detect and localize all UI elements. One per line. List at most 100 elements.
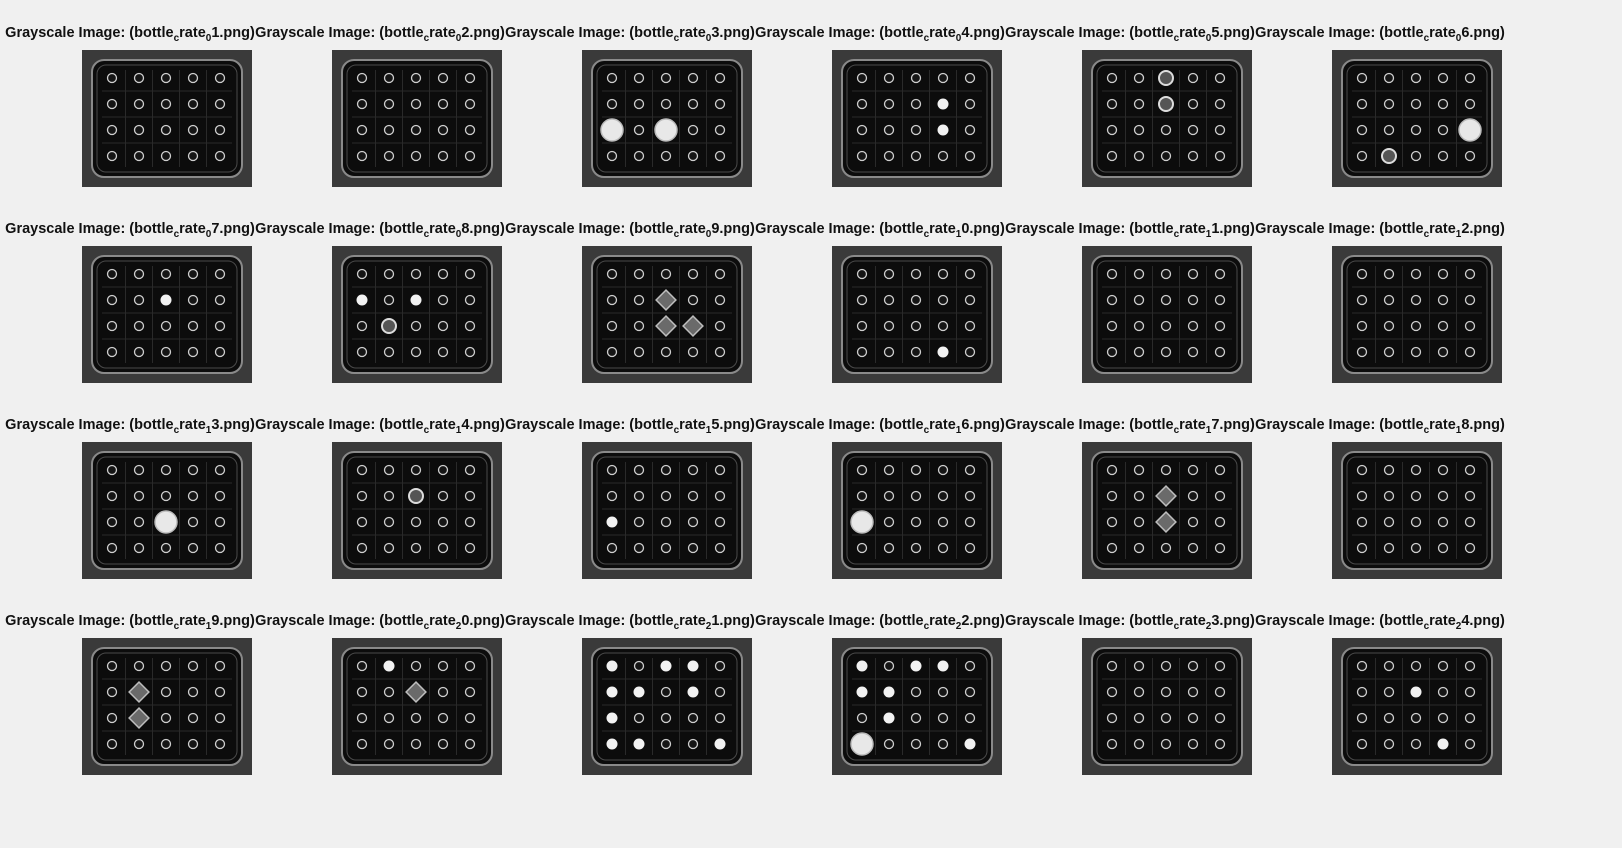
bottle-opening [660, 686, 672, 698]
bottle-cap [687, 660, 699, 672]
bottle-opening [1464, 346, 1476, 358]
bottle-opening [1106, 542, 1118, 554]
title-suffix: 0.png) [961, 221, 1005, 237]
bottle-opening [1410, 346, 1422, 358]
bottle-opening [1160, 738, 1172, 750]
bottle-opening [214, 320, 226, 332]
bottle-opening [464, 686, 476, 698]
grayscale-image [582, 50, 752, 187]
bottle-opening [964, 542, 976, 554]
crate-body [841, 255, 993, 374]
bottle-opening [937, 72, 949, 84]
bottle-opening [187, 124, 199, 136]
bottle-cap [937, 124, 949, 136]
title-subscript: c [173, 229, 180, 240]
title-subscript: c [423, 33, 430, 44]
title-prefix: Grayscale Image: (bottle [255, 613, 424, 629]
bottle-opening [187, 712, 199, 724]
title-middle: rate [679, 613, 706, 629]
bottle-opening [410, 124, 422, 136]
grayscale-image [82, 442, 252, 579]
crate-body [841, 59, 993, 178]
bottle-opening [383, 712, 395, 724]
title-suffix: 8.png) [1461, 417, 1505, 433]
bottle-opening [437, 98, 449, 110]
subplot: Grayscale Image: (bottlecrate04.png) [750, 24, 1010, 224]
grayscale-image [332, 246, 502, 383]
bottle-opening [1410, 490, 1422, 502]
bottle-opening [1383, 346, 1395, 358]
bottle-opening [1383, 660, 1395, 672]
bottle-opening [606, 464, 618, 476]
subplot: Grayscale Image: (bottlecrate09.png) [500, 220, 760, 420]
bottle-opening [106, 712, 118, 724]
grayscale-image [332, 50, 502, 187]
bottle-cap [410, 294, 422, 306]
bottle-opening [1464, 320, 1476, 332]
crate-image [841, 59, 993, 178]
title-subscript: c [923, 621, 930, 632]
title-suffix: 9.png) [211, 613, 255, 629]
subplot-title: Grayscale Image: (bottlecrate20.png) [250, 612, 510, 632]
bottle-opening [410, 150, 422, 162]
bottle-opening [1187, 686, 1199, 698]
bottle-opening [464, 542, 476, 554]
bottle-opening [910, 150, 922, 162]
crate-inner-rim [346, 652, 488, 761]
title-subscript: c [673, 425, 680, 436]
bottle-opening [1160, 686, 1172, 698]
subplot: Grayscale Image: (bottlecrate14.png) [250, 416, 510, 616]
bottle-opening [1356, 712, 1368, 724]
crate-body [1341, 647, 1493, 766]
title-prefix: Grayscale Image: (bottle [1255, 613, 1424, 629]
bottle-opening [633, 516, 645, 528]
grayscale-image [332, 638, 502, 775]
bottle-opening [1410, 124, 1422, 136]
bottle-cap [910, 660, 922, 672]
bottle-opening [410, 268, 422, 280]
bottle-opening [1356, 516, 1368, 528]
bottle-opening [106, 738, 118, 750]
crate-body [1341, 59, 1493, 178]
crate-image [1341, 59, 1493, 178]
bottle-opening [964, 464, 976, 476]
bottle-opening [133, 346, 145, 358]
bottle-opening [964, 516, 976, 528]
title-prefix: Grayscale Image: (bottle [1005, 221, 1174, 237]
grayscale-image [1332, 638, 1502, 775]
bottle-opening [856, 542, 868, 554]
title-subscript: c [923, 425, 930, 436]
bottle-opening [1356, 124, 1368, 136]
crate-body [341, 647, 493, 766]
bottle-big [850, 732, 874, 756]
bottle-opening [1356, 542, 1368, 554]
bottle-ring [1381, 148, 1397, 164]
bottle-opening [1356, 268, 1368, 280]
bottle-opening [464, 320, 476, 332]
bottle-opening [714, 124, 726, 136]
subplot-title: Grayscale Image: (bottlecrate23.png) [1000, 612, 1260, 632]
bottle-opening [883, 464, 895, 476]
crate-body [1341, 255, 1493, 374]
crate-body [341, 59, 493, 178]
bottle-opening [1106, 464, 1118, 476]
bottle-opening [1383, 320, 1395, 332]
bottle-opening [187, 686, 199, 698]
bottle-opening [1464, 516, 1476, 528]
subplot-title: Grayscale Image: (bottlecrate17.png) [1000, 416, 1260, 436]
bottle-cap [883, 712, 895, 724]
bottle-opening [1437, 320, 1449, 332]
crate-image [841, 255, 993, 374]
bottle-opening [214, 464, 226, 476]
bottle-opening [1356, 464, 1368, 476]
crate-body [341, 255, 493, 374]
bottle-opening [1383, 464, 1395, 476]
bottle-opening [1214, 738, 1226, 750]
bottle-opening [714, 542, 726, 554]
crate-inner-rim [1346, 652, 1488, 761]
bottle-opening [160, 268, 172, 280]
title-suffix: 1.png) [1211, 221, 1255, 237]
bottle-opening [1133, 490, 1145, 502]
grayscale-image [1082, 442, 1252, 579]
title-suffix: 2.png) [961, 613, 1005, 629]
